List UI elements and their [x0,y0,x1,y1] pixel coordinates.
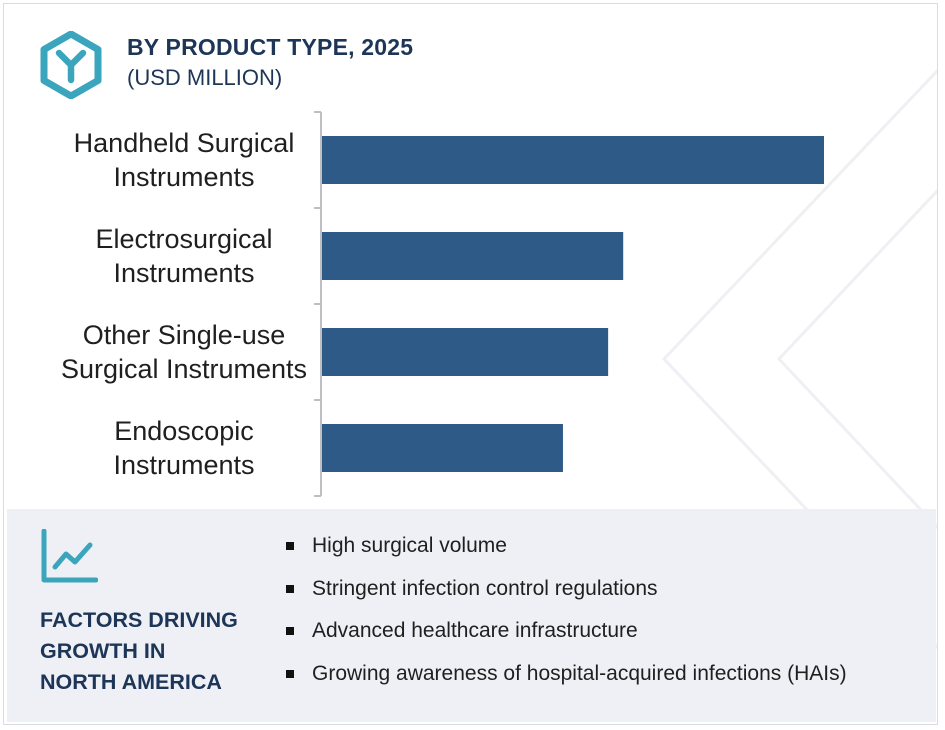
category-label: Endoscopic Instruments [113,416,254,480]
category-label-line: Surgical Instruments [61,354,307,384]
infographic-panel: BY PRODUCT TYPE, 2025 (USD MILLION) Hand… [3,3,938,725]
factor-item: Stringent infection control regulations [284,576,847,619]
factors-title-line: GROWTH IN [40,639,166,663]
factors-list: High surgical volume Stringent infection… [284,533,847,703]
chart-subtitle: (USD MILLION) [127,65,283,90]
bar [322,232,624,280]
bar [322,328,609,376]
category-label-line: Endoscopic [114,416,254,446]
factor-text: High surgical volume [312,534,507,557]
factors-title-line: NORTH AMERICA [40,670,222,694]
category-label: Other Single-use Surgical Instruments [61,320,307,384]
factor-item: High surgical volume [284,533,847,576]
category-label-line: Electrosurgical [95,224,272,254]
category-label-line: Other Single-use [83,320,286,350]
factors-title: FACTORS DRIVING GROWTH IN NORTH AMERICA [40,605,270,698]
bar [322,424,563,472]
category-label-line: Handheld Surgical [74,128,295,158]
growth-factors-panel: FACTORS DRIVING GROWTH IN NORTH AMERICA … [7,509,936,722]
bar [322,136,824,184]
category-label-line: Instruments [113,450,254,480]
bar-chart: Handheld Surgical InstrumentsElectrosurgi… [61,111,824,497]
trend-line-chart-icon [41,529,98,583]
square-bullet-icon [286,627,294,635]
factor-item: Growing awareness of hospital-acquired i… [284,661,847,704]
hexagon-y-logo-icon [40,31,102,99]
factor-item: Advanced healthcare infrastructure [284,618,847,661]
factors-title-line: FACTORS DRIVING [40,608,238,632]
chart-title: BY PRODUCT TYPE, 2025 [127,34,414,60]
factor-text: Growing awareness of hospital-acquired i… [312,661,847,685]
category-label: Handheld Surgical Instruments [74,128,295,192]
square-bullet-icon [286,542,294,550]
square-bullet-icon [286,669,294,678]
square-bullet-icon [286,584,294,593]
factor-text: Advanced healthcare infrastructure [312,619,638,642]
category-label-line: Instruments [113,162,254,192]
factor-text: Stringent infection control regulations [312,576,658,600]
category-label-line: Instruments [113,258,254,288]
category-label: Electrosurgical Instruments [95,224,272,288]
